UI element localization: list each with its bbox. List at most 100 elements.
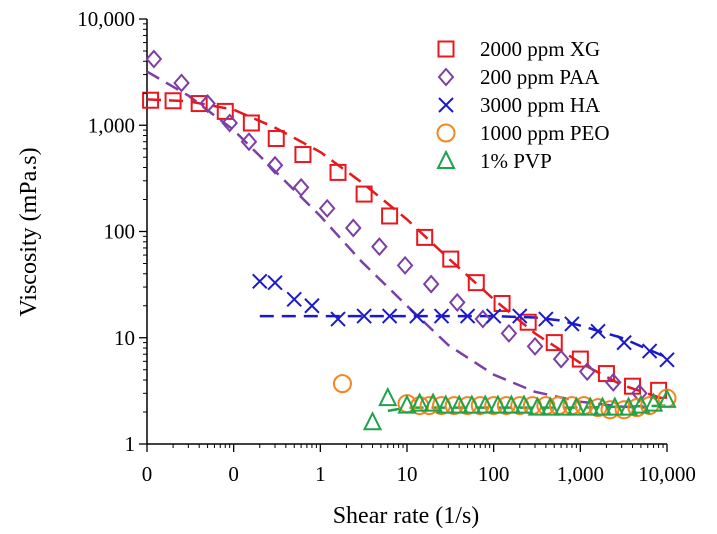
data-point-triangle: [462, 394, 482, 414]
data-point-triangle: [397, 394, 417, 414]
data-point-diamond: [145, 49, 163, 69]
x-tick-label: 10: [397, 462, 418, 486]
data-point-diamond: [552, 349, 570, 369]
x-axis-ticks: 0 0 1 10 100 1,000 10,000: [142, 444, 696, 486]
data-point-x: [659, 352, 675, 368]
data-point-square: [267, 130, 285, 148]
data-point-diamond: [448, 292, 466, 312]
data-point-triangle: [410, 392, 430, 412]
x-tick-label: 100: [478, 462, 510, 486]
data-point-x: [433, 308, 450, 324]
data-point-diamond: [578, 362, 596, 382]
legend-label: 3000 ppm HA: [480, 93, 601, 117]
x-axis-title: Shear rate (1/s): [333, 503, 480, 529]
data-point-circle: [332, 374, 352, 394]
y-tick-label: 100: [104, 220, 136, 244]
data-point-diamond: [199, 94, 216, 114]
data-point-triangle: [436, 394, 456, 414]
data-point-x: [304, 298, 320, 314]
data-point-diamond: [318, 198, 336, 218]
y-axis-title: Viscosity (mPa.s): [16, 147, 42, 316]
data-point-triangle: [631, 394, 651, 414]
data-point-x: [641, 343, 658, 359]
data-point-x: [267, 274, 283, 291]
data-point-square: [190, 95, 208, 113]
data-point-triangle: [449, 394, 469, 414]
data-point-diamond: [526, 336, 544, 356]
legend-marker-diamond: [437, 67, 455, 87]
data-point-circle: [600, 400, 620, 420]
data-point-square: [164, 92, 182, 110]
data-point-x: [538, 311, 554, 327]
data-point-x: [356, 308, 372, 324]
data-point-square: [294, 146, 312, 164]
data-point-triangle: [423, 392, 443, 412]
x-tick-label: 0: [228, 462, 239, 486]
data-point-triangle: [605, 396, 625, 416]
data-point-square: [381, 207, 399, 225]
data-point-triangle: [592, 396, 613, 416]
data-point-square: [355, 185, 373, 203]
data-point-square: [416, 228, 434, 246]
data-point-square: [519, 313, 537, 331]
data-point-diamond: [500, 323, 518, 343]
data-point-diamond: [266, 155, 284, 175]
data-point-diamond: [396, 255, 414, 275]
x-tick-label: 1: [315, 462, 326, 486]
data-point-triangle: [475, 394, 495, 414]
data-point-triangle: [580, 396, 600, 416]
legend-marker-triangle: [436, 149, 456, 169]
data-point-diamond: [240, 132, 258, 152]
x-tick-label: 1,000: [557, 462, 604, 486]
data-point-triangle: [378, 386, 398, 407]
data-point-x: [590, 323, 606, 340]
data-point-triangle: [501, 394, 521, 414]
data-point-x: [564, 316, 580, 332]
data-point-diamond: [292, 177, 310, 197]
data-point-triangle: [553, 396, 574, 416]
data-point-triangle: [527, 396, 548, 416]
x-tick-label: 0: [142, 462, 153, 486]
data-point-x: [459, 308, 476, 324]
data-point-x: [381, 308, 398, 324]
data-point-square: [442, 250, 460, 268]
x-tick-label: 10,000: [638, 462, 696, 486]
legend-label: 200 ppm PAA: [480, 65, 600, 89]
data-point-square: [242, 114, 260, 132]
data-point-diamond: [221, 113, 239, 133]
data-point-triangle: [514, 394, 534, 414]
legend-label: 1000 ppm PEO: [480, 121, 610, 145]
data-point-x: [330, 311, 346, 327]
data-point-circle: [614, 400, 634, 420]
data-point-diamond: [604, 372, 622, 392]
legend-marker-circle: [436, 123, 456, 143]
data-point-triangle: [488, 394, 508, 414]
legend: 2000 ppm XG 200 ppm PAA 3000 ppm HA 1000 pp…: [436, 37, 610, 173]
legend-label: 1% PVP: [480, 149, 552, 173]
data-point-square: [142, 91, 160, 109]
data-markers: [142, 49, 677, 431]
data-point-x: [409, 308, 425, 324]
data-point-square: [545, 334, 563, 352]
data-point-triangle: [566, 396, 586, 416]
data-point-diamond: [422, 274, 440, 294]
legend-marker-x: [438, 97, 454, 113]
data-point-diamond: [371, 237, 388, 257]
data-point-x: [286, 291, 302, 308]
data-point-square: [571, 350, 589, 368]
data-point-triangle: [657, 388, 677, 408]
data-point-square: [493, 295, 511, 313]
fit-line-square: [146, 98, 668, 402]
fit-line-x: [259, 314, 668, 359]
data-point-square: [329, 163, 347, 181]
data-point-triangle: [540, 396, 560, 416]
data-point-triangle: [618, 396, 639, 416]
y-tick-label: 1,000: [88, 113, 135, 137]
y-tick-label: 10,000: [77, 7, 135, 31]
y-tick-label: 10: [114, 326, 135, 350]
legend-marker-square: [437, 40, 455, 58]
data-point-x: [616, 334, 632, 351]
data-point-diamond: [344, 218, 362, 238]
data-point-triangle: [643, 392, 664, 412]
